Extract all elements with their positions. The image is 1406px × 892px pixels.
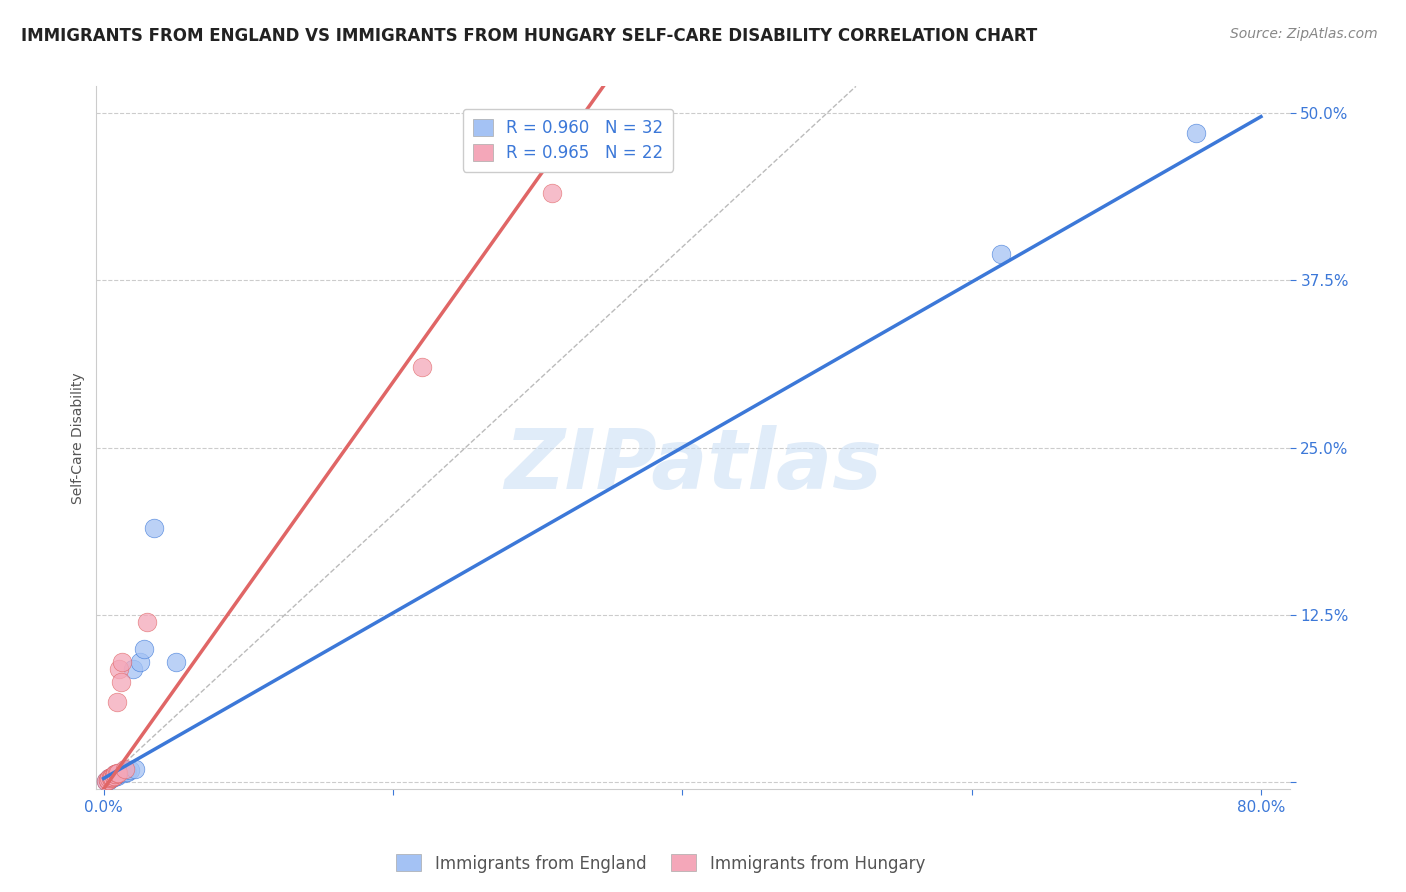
Point <box>110 675 132 690</box>
Point <box>118 764 141 778</box>
Point <box>411 360 433 375</box>
Point <box>101 770 124 784</box>
Point <box>1185 126 1208 140</box>
Point <box>136 615 159 629</box>
Point <box>107 767 129 781</box>
Point <box>97 772 120 787</box>
Point <box>121 662 143 676</box>
Point <box>128 655 150 669</box>
Point <box>108 766 131 780</box>
Point <box>97 772 120 787</box>
Point <box>110 766 132 780</box>
Point <box>990 246 1012 260</box>
Text: IMMIGRANTS FROM ENGLAND VS IMMIGRANTS FROM HUNGARY SELF-CARE DISABILITY CORRELAT: IMMIGRANTS FROM ENGLAND VS IMMIGRANTS FR… <box>21 27 1038 45</box>
Point <box>98 772 121 786</box>
Text: ZIPatlas: ZIPatlas <box>505 425 882 507</box>
Point <box>114 762 136 776</box>
Point <box>97 772 120 787</box>
Point <box>105 769 128 783</box>
Point <box>111 655 134 669</box>
Point <box>98 772 121 786</box>
Point <box>107 766 129 780</box>
Point <box>105 695 128 709</box>
Point <box>104 767 127 781</box>
Point <box>101 770 124 784</box>
Point <box>103 769 125 783</box>
Point <box>132 641 155 656</box>
Point <box>98 772 121 787</box>
Point <box>96 774 118 789</box>
Point <box>115 764 138 779</box>
Point <box>103 769 125 783</box>
Point <box>104 767 127 781</box>
Legend: R = 0.960   N = 32, R = 0.965   N = 22: R = 0.960 N = 32, R = 0.965 N = 22 <box>463 109 673 172</box>
Point <box>105 767 128 781</box>
Legend: Immigrants from England, Immigrants from Hungary: Immigrants from England, Immigrants from… <box>389 847 932 880</box>
Point <box>165 655 187 669</box>
Point <box>104 769 127 783</box>
Point <box>96 774 118 789</box>
Point <box>103 769 125 783</box>
Point <box>108 662 131 676</box>
Point <box>100 770 122 784</box>
Point <box>105 766 128 780</box>
Point <box>114 764 136 778</box>
Point <box>143 521 166 535</box>
Point <box>107 767 129 781</box>
Point <box>541 186 564 201</box>
Point <box>100 772 122 786</box>
Point <box>101 770 124 784</box>
Point <box>104 767 127 781</box>
Point <box>112 766 135 780</box>
Point <box>101 770 124 784</box>
Text: Source: ZipAtlas.com: Source: ZipAtlas.com <box>1230 27 1378 41</box>
Point <box>100 772 122 786</box>
Point <box>124 762 146 776</box>
Point <box>111 764 134 779</box>
Point <box>103 770 125 784</box>
Point <box>100 772 122 786</box>
Y-axis label: Self-Care Disability: Self-Care Disability <box>72 372 86 504</box>
Point <box>103 769 125 783</box>
